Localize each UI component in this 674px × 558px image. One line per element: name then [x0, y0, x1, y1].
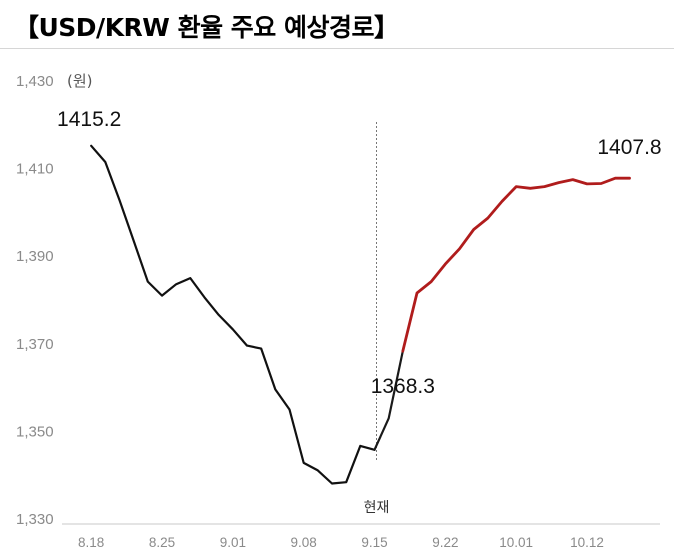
y-tick-label: 1,390: [16, 248, 54, 265]
x-tick-label: 9.22: [432, 535, 458, 550]
data-label: 1415.2: [57, 108, 121, 131]
chart-series: [90, 144, 631, 485]
x-tick-label: 9.08: [291, 535, 317, 550]
data-label: 1407.8: [597, 136, 661, 159]
y-tick-label: 1,350: [16, 423, 54, 440]
x-tick-label: 10.12: [570, 535, 604, 550]
x-tick-label: 9.15: [361, 535, 387, 550]
title-divider: [0, 48, 674, 49]
x-tick-label: 9.01: [220, 535, 246, 550]
x-tick-label: 8.25: [149, 535, 175, 550]
x-tick-label: 10.01: [499, 535, 533, 550]
data-label: 1368.3: [371, 375, 435, 398]
chart-title: 【USD/KRW 환율 주요 예상경로】: [14, 13, 399, 42]
chart-labels: 1415.2 1368.3 1407.8: [57, 108, 662, 398]
y-tick-label: 1,330: [16, 511, 54, 528]
now-label: 현재: [364, 500, 390, 516]
chart-axes: 1,330 1,350 1,370 1,390 1,410 1,430 (원) 8.18 8.2…: [16, 72, 660, 550]
y-tick-label: 1,370: [16, 336, 54, 353]
series-line-1: [373, 350, 404, 451]
y-tick-label: 1,430: [16, 73, 54, 90]
y-tick-label: 1,410: [16, 161, 54, 178]
series-line-0: [90, 144, 376, 485]
y-unit-label: (원): [67, 72, 93, 90]
series-line-2: [401, 176, 631, 353]
x-tick-label: 8.18: [78, 535, 104, 550]
